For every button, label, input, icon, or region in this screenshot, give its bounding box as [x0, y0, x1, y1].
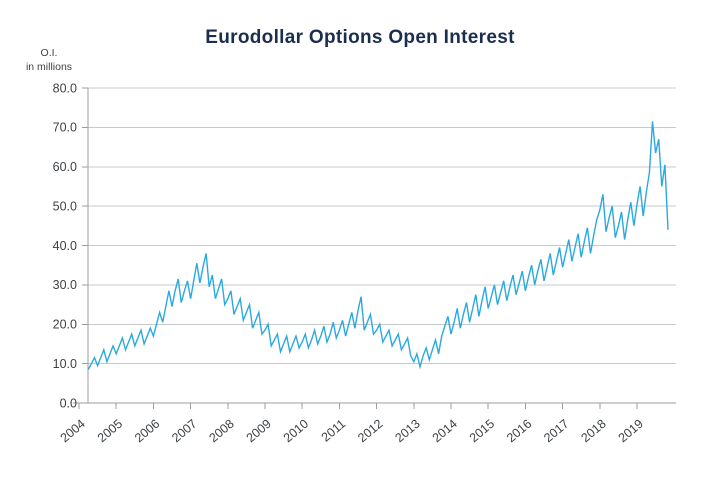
x-tick-label: 2016: [504, 417, 534, 446]
x-tick-label: 2008: [206, 417, 236, 446]
x-tick-label: 2013: [392, 417, 422, 446]
y-tick-label: 10.0: [53, 357, 77, 371]
y-axis-unit-label: O.I. in millions: [12, 46, 86, 74]
x-tick-label: 2007: [169, 417, 199, 446]
x-tick-label: 2010: [281, 417, 311, 446]
x-tick-label: 2014: [430, 417, 460, 446]
y-axis-unit-line2: in millions: [25, 61, 73, 74]
y-tick-label: 20.0: [53, 318, 77, 332]
y-tick-label: 30.0: [53, 278, 77, 292]
x-tick-label: 2018: [578, 417, 608, 446]
x-tick-label: 2019: [616, 417, 646, 446]
y-axis-unit-line1: O.I.: [40, 47, 58, 59]
x-tick-label: 2006: [132, 417, 162, 446]
x-tick-label: 2015: [467, 417, 497, 446]
y-tick-label: 60.0: [53, 160, 77, 174]
y-tick-label: 50.0: [53, 199, 77, 213]
x-tick-label: 2009: [244, 417, 274, 446]
series-line: [87, 121, 669, 370]
x-tick-label: 2017: [541, 417, 571, 446]
y-tick-label: 0.0: [60, 396, 77, 410]
y-tick-label: 40.0: [53, 239, 77, 253]
x-tick-label: 2005: [95, 417, 125, 446]
chart-title: Eurodollar Options Open Interest: [205, 27, 515, 48]
x-tick-label: 2011: [319, 417, 349, 445]
x-tick-label: 2004: [58, 417, 88, 446]
y-tick-label: 70.0: [53, 121, 77, 135]
x-tick-label: 2012: [355, 417, 385, 446]
y-tick-label: 80.0: [53, 81, 77, 95]
